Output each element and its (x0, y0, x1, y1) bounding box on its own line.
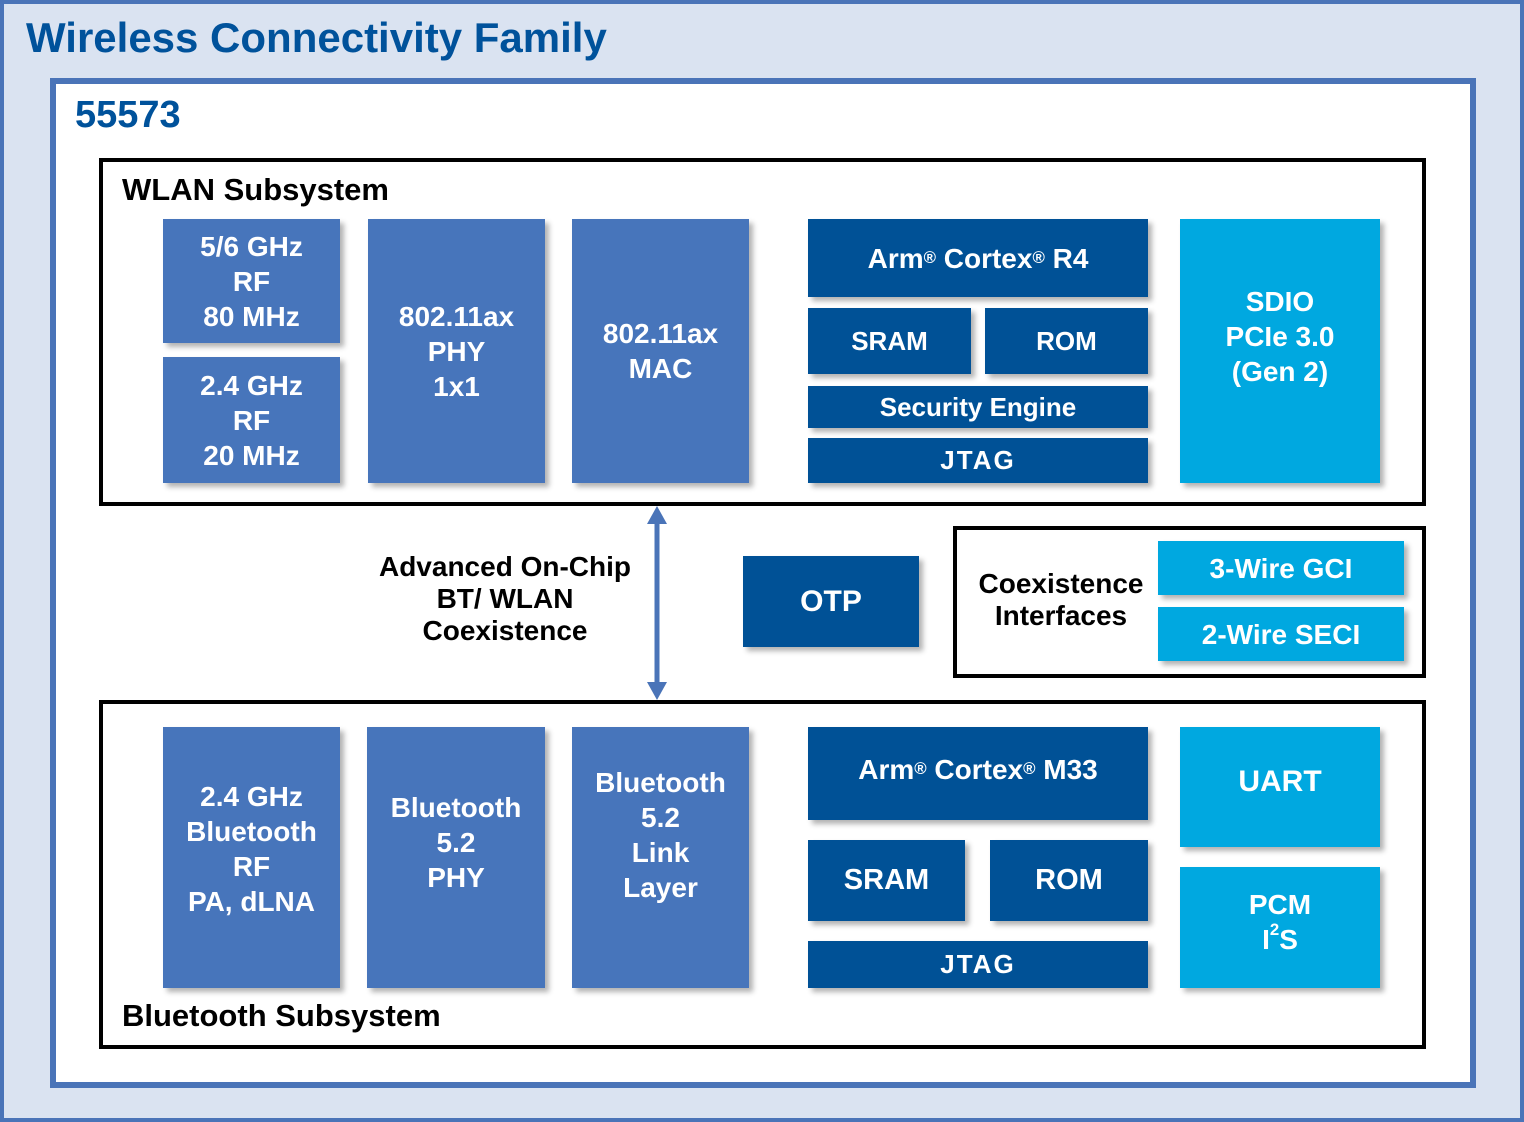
wlan-phy: 802.11ax PHY 1x1 (368, 219, 545, 483)
coexistence-text: Advanced On-Chip BT/ WLAN Coexistence (378, 551, 631, 646)
wlan-sram: SRAM (808, 308, 971, 374)
wlan-cpu: Arm ® Cortex ® R4 (808, 219, 1148, 297)
coexistence-arrow (647, 506, 667, 700)
seci-block: 2-Wire SECI (1158, 607, 1404, 661)
bt-rf: 2.4 GHz Bluetooth RF PA, dLNA (163, 727, 340, 988)
wlan-security-engine: Security Engine (808, 386, 1148, 428)
wlan-jtag: JTAG (808, 438, 1148, 483)
cpu-label: M33 (1035, 754, 1098, 785)
gci-block: 3-Wire GCI (1158, 541, 1404, 595)
uart-block: UART (1180, 727, 1380, 847)
cpu-label: Cortex (926, 754, 1024, 785)
coexistence-interfaces-label: Coexistence Interfaces (978, 568, 1144, 631)
cpu-label: Cortex (935, 242, 1033, 274)
wlan-rf-5-6ghz: 5/6 GHz RF 80 MHz (163, 219, 340, 343)
chip-name: 55573 (75, 94, 181, 136)
cpu-label: R4 (1044, 242, 1089, 274)
i2s-label: I2S (1262, 919, 1298, 957)
wlan-rf-2-4ghz: 2.4 GHz RF 20 MHz (163, 357, 340, 483)
pcm-label: PCM (1248, 888, 1312, 920)
bluetooth-subsystem-label: Bluetooth Subsystem (122, 998, 441, 1033)
registered-mark: ® (1023, 759, 1036, 779)
registered-mark: ® (923, 247, 936, 267)
wlan-mac: 802.11ax MAC (572, 219, 749, 483)
family-title: Wireless Connectivity Family (26, 14, 607, 61)
bt-sram: SRAM (808, 840, 965, 921)
cpu-label: Arm (867, 242, 924, 274)
bt-link-layer: Bluetooth 5.2 Link Layer (572, 727, 749, 988)
otp-block: OTP (743, 556, 919, 647)
registered-mark: ® (914, 759, 927, 779)
wlan-subsystem-label: WLAN Subsystem (122, 172, 389, 207)
i2s-superscript: 2 (1269, 919, 1280, 939)
pcm-i2s-block: PCM I2S (1180, 867, 1380, 988)
bt-jtag: JTAG (808, 941, 1148, 988)
wlan-host-interface: SDIO PCIe 3.0 (Gen 2) (1180, 219, 1380, 483)
bt-rom: ROM (990, 840, 1148, 921)
registered-mark: ® (1032, 247, 1045, 267)
i2s-text: I (1262, 923, 1270, 955)
bt-phy: Bluetooth 5.2 PHY (367, 727, 545, 988)
wlan-rom: ROM (985, 308, 1148, 374)
cpu-label: Arm (858, 754, 915, 785)
i2s-text: S (1279, 923, 1298, 955)
bt-cpu: Arm ® Cortex ® M33 (808, 727, 1148, 820)
